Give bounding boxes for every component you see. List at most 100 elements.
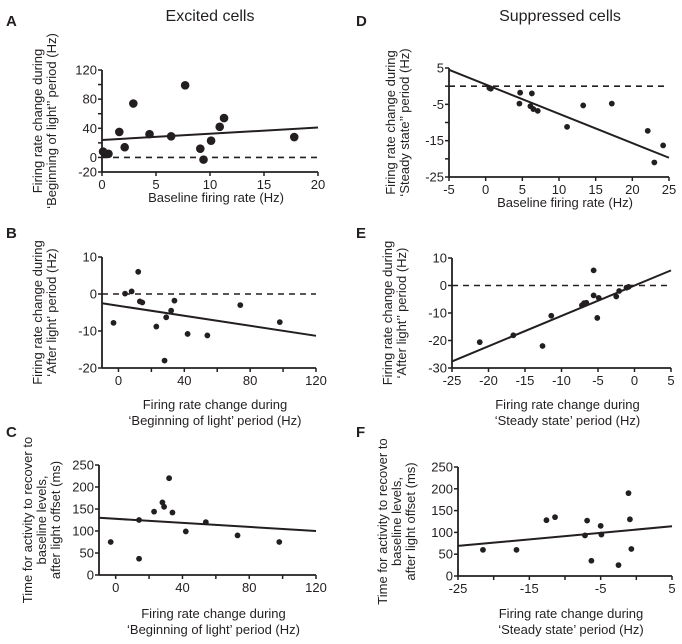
- y-axis-label: Firing rate change during: [30, 49, 45, 194]
- x-tick-label: 80: [242, 580, 256, 595]
- data-point: [166, 132, 176, 141]
- y-tick-label: 100: [431, 525, 453, 540]
- x-tick-label: -15: [520, 581, 539, 596]
- data-point: [153, 323, 160, 330]
- x-axis-label: ‘Steady state’ period (Hz): [498, 622, 643, 637]
- x-tick-label: 0: [112, 580, 119, 595]
- panel-letter: A: [6, 13, 17, 30]
- x-axis-label: ‘Steady state’ period (Hz): [495, 413, 640, 428]
- data-point: [276, 539, 283, 545]
- x-tick-label: 40: [175, 580, 189, 595]
- data-point: [517, 89, 524, 96]
- data-point: [161, 357, 168, 364]
- x-tick-label: -10: [552, 373, 571, 388]
- data-point: [487, 85, 494, 92]
- data-point: [195, 144, 205, 153]
- data-point: [588, 557, 595, 564]
- data-point: [539, 343, 546, 349]
- y-axis-label: ‘Beginning of light’’ period (Hz): [44, 33, 59, 209]
- data-point: [163, 314, 170, 321]
- x-axis-label: Firing rate change during: [143, 397, 288, 412]
- data-point: [528, 90, 535, 97]
- x-tick-label: -20: [479, 373, 498, 388]
- x-tick-label: 0: [98, 177, 105, 192]
- regression-line: [101, 126, 319, 141]
- x-tick-label: 5: [667, 373, 674, 388]
- x-tick-label: 20: [625, 182, 639, 197]
- data-point: [120, 142, 129, 152]
- y-tick-label: 5: [437, 61, 444, 76]
- x-tick-label: 0: [482, 182, 489, 197]
- data-point: [534, 107, 541, 114]
- y-tick-label: 250: [72, 458, 94, 473]
- y-tick-label: -5: [432, 97, 444, 112]
- regression-line: [448, 68, 670, 159]
- x-tick-label: 80: [243, 373, 257, 388]
- data-point: [180, 81, 190, 90]
- data-point: [580, 102, 587, 109]
- x-tick-label: 0: [115, 373, 122, 388]
- y-tick-label: -30: [428, 361, 447, 376]
- y-tick-label: -15: [425, 133, 444, 148]
- data-point: [597, 522, 604, 529]
- y-tick-label: 50: [80, 546, 94, 561]
- data-point: [136, 555, 142, 562]
- regression-line: [101, 302, 317, 337]
- y-axis-label: ‘After light’’ period (Hz): [394, 248, 409, 379]
- data-point: [202, 519, 209, 526]
- x-tick-label: -15: [516, 373, 535, 388]
- y-tick-label: 200: [431, 481, 453, 496]
- regression-line: [457, 525, 673, 547]
- x-axis-label: Baseline firing rate (Hz): [497, 195, 633, 210]
- y-axis-label: ‘After light’ period (Hz): [44, 248, 59, 376]
- data-point: [159, 499, 166, 506]
- data-point: [644, 127, 651, 134]
- data-point: [182, 528, 189, 535]
- panel-letter: E: [356, 225, 366, 242]
- y-tick-label: 0: [440, 278, 447, 293]
- data-point: [627, 516, 633, 523]
- data-point: [169, 509, 176, 516]
- y-tick-label: 10: [83, 250, 97, 265]
- data-point: [171, 297, 178, 304]
- y-tick-label: 0: [90, 150, 97, 165]
- panel-letter: C: [6, 424, 17, 441]
- data-point: [616, 288, 623, 294]
- y-axis-label: Time for activity to recover to: [375, 438, 390, 604]
- column-title-suppressed: Suppressed cells: [499, 8, 621, 25]
- x-axis-label: Firing rate change during: [141, 606, 286, 621]
- data-point: [234, 532, 241, 539]
- x-tick-label: 5: [668, 581, 675, 596]
- y-tick-label: 150: [431, 503, 453, 518]
- column-title-excited: Excited cells: [165, 8, 255, 25]
- data-point: [145, 129, 154, 139]
- x-tick-label: 10: [552, 182, 566, 197]
- y-tick-label: 40: [83, 121, 97, 136]
- data-point: [548, 312, 555, 319]
- x-axis-label: Baseline firing rate (Hz): [148, 190, 284, 205]
- data-point: [199, 155, 208, 164]
- data-point: [219, 113, 229, 123]
- data-point: [583, 299, 590, 306]
- data-point: [276, 319, 283, 326]
- y-axis-label: baseline levels,: [34, 476, 49, 565]
- data-point: [110, 319, 117, 326]
- data-point: [594, 315, 601, 321]
- data-point: [584, 517, 591, 524]
- y-tick-label: -20: [428, 333, 447, 348]
- data-point: [530, 106, 537, 112]
- data-point: [168, 307, 175, 314]
- x-tick-label: 25: [662, 182, 676, 197]
- data-point: [476, 339, 483, 346]
- panel-letter: F: [356, 424, 365, 441]
- data-point: [590, 292, 597, 299]
- data-point: [135, 268, 142, 275]
- data-point: [595, 294, 602, 301]
- y-axis-label: ‘Steady state’’ period (Hz): [397, 48, 412, 196]
- data-point: [166, 475, 173, 482]
- data-point: [161, 503, 168, 510]
- data-point: [206, 136, 216, 145]
- y-tick-label: -10: [428, 306, 447, 321]
